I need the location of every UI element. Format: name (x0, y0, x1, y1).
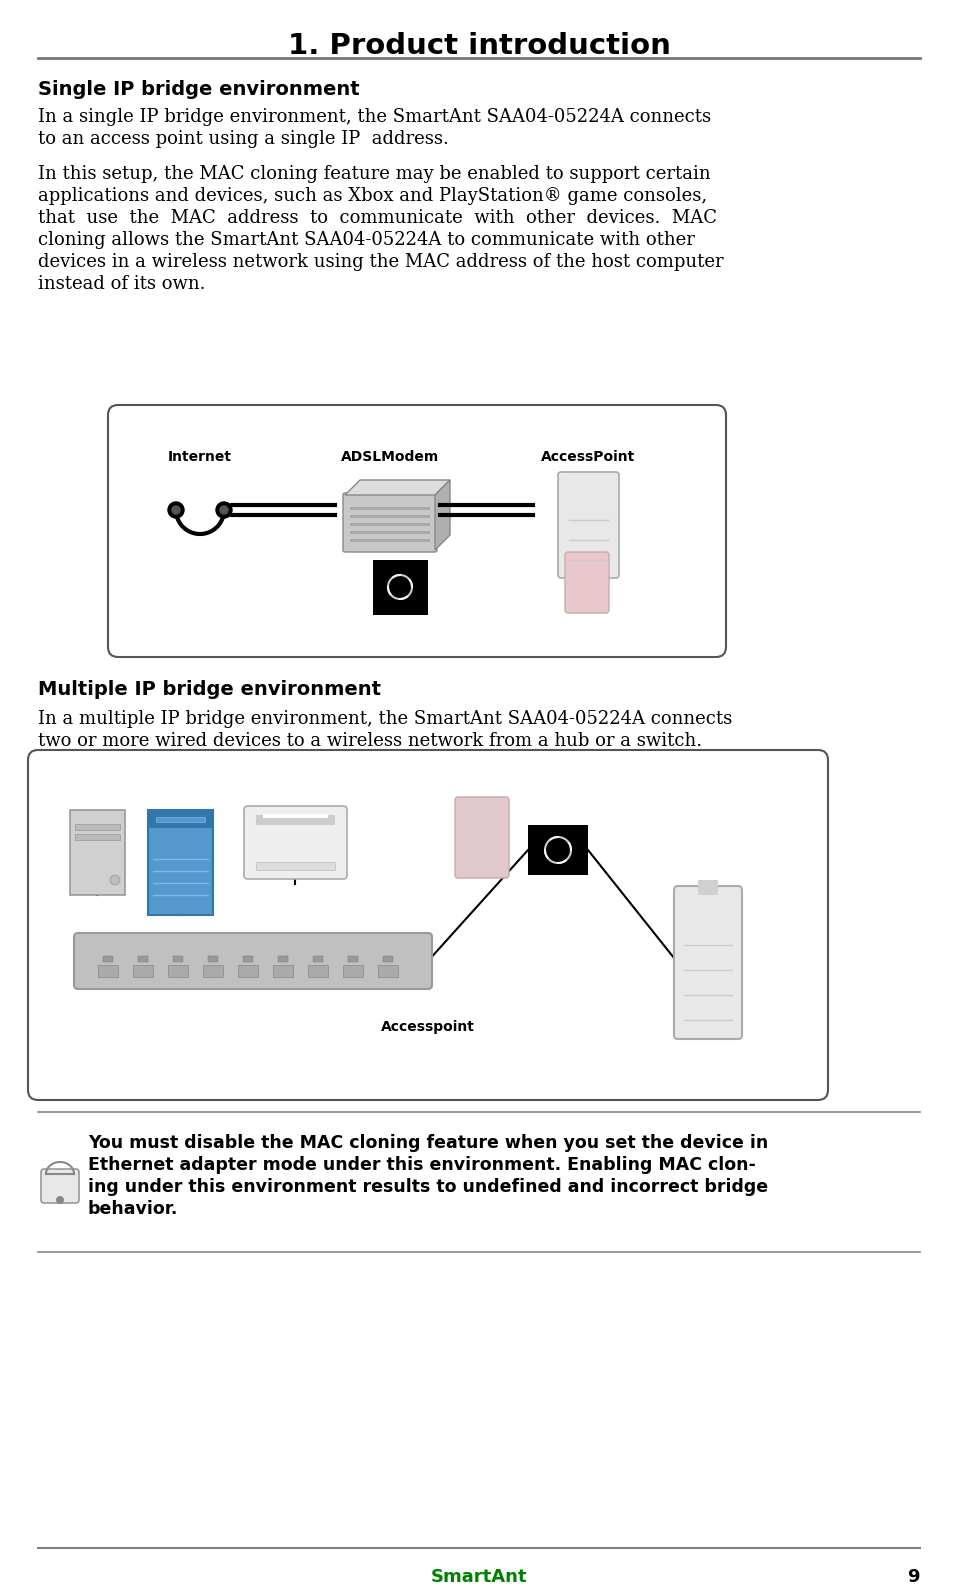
Text: two or more wired devices to a wireless network from a hub or a switch.: two or more wired devices to a wireless … (38, 733, 702, 750)
Bar (350, 507, 430, 510)
Bar (133, 965, 153, 977)
FancyBboxPatch shape (455, 796, 509, 878)
Bar (243, 956, 253, 962)
Text: Ethernet adapter mode under this environment. Enabling MAC clon-: Ethernet adapter mode under this environ… (88, 1157, 756, 1174)
Bar (208, 956, 218, 962)
Bar (273, 965, 293, 977)
Circle shape (220, 507, 228, 515)
Bar (383, 956, 393, 962)
Bar (373, 561, 428, 615)
Bar (698, 879, 718, 895)
Text: ADSLModem: ADSLModem (341, 449, 439, 464)
Text: ing under this environment results to undefined and incorrect bridge: ing under this environment results to un… (88, 1177, 768, 1196)
Bar (256, 862, 335, 870)
Bar (70, 809, 125, 895)
Bar (203, 965, 223, 977)
Polygon shape (345, 479, 450, 495)
Bar (348, 956, 358, 962)
Text: 1. Product introduction: 1. Product introduction (287, 32, 671, 61)
Bar (350, 538, 430, 542)
Bar (156, 817, 205, 822)
Bar (103, 956, 113, 962)
Bar (256, 816, 335, 825)
Bar (75, 824, 120, 830)
Bar (173, 956, 183, 962)
FancyBboxPatch shape (108, 405, 726, 656)
Circle shape (56, 1196, 64, 1204)
Text: SmartAnt: SmartAnt (431, 1568, 527, 1587)
Bar (378, 965, 398, 977)
Bar (238, 965, 258, 977)
Text: 9: 9 (907, 1568, 920, 1587)
Text: Single IP bridge environment: Single IP bridge environment (38, 80, 359, 99)
Bar (350, 515, 430, 518)
Text: You must disable the MAC cloning feature when you set the device in: You must disable the MAC cloning feature… (88, 1134, 768, 1152)
Bar (528, 825, 588, 875)
Bar (313, 956, 323, 962)
FancyBboxPatch shape (558, 472, 619, 578)
Text: In this setup, the MAC cloning feature may be enabled to support certain: In this setup, the MAC cloning feature m… (38, 166, 711, 183)
Bar (308, 965, 328, 977)
Bar (343, 965, 363, 977)
Text: that  use  the  MAC  address  to  communicate  with  other  devices.  MAC: that use the MAC address to communicate … (38, 209, 717, 226)
Text: devices in a wireless network using the MAC address of the host computer: devices in a wireless network using the … (38, 253, 723, 271)
Bar (168, 965, 188, 977)
FancyBboxPatch shape (343, 492, 437, 553)
FancyBboxPatch shape (28, 750, 828, 1101)
Text: Accesspoint: Accesspoint (381, 1020, 475, 1034)
FancyBboxPatch shape (674, 886, 742, 1039)
Bar (148, 809, 213, 828)
Circle shape (216, 502, 232, 518)
Circle shape (168, 502, 184, 518)
FancyBboxPatch shape (565, 553, 609, 613)
Text: Multiple IP bridge environment: Multiple IP bridge environment (38, 680, 381, 699)
Bar (138, 956, 148, 962)
Text: cloning allows the SmartAnt SAA04-05224A to communicate with other: cloning allows the SmartAnt SAA04-05224A… (38, 231, 695, 249)
FancyBboxPatch shape (74, 933, 432, 989)
Bar (75, 835, 120, 840)
Bar (350, 530, 430, 534)
Text: behavior.: behavior. (88, 1200, 178, 1219)
Bar (278, 956, 288, 962)
Text: In a multiple IP bridge environment, the SmartAnt SAA04-05224A connects: In a multiple IP bridge environment, the… (38, 710, 732, 728)
Bar (263, 814, 328, 817)
FancyBboxPatch shape (244, 806, 347, 879)
Circle shape (110, 875, 120, 886)
Text: AccessPoint: AccessPoint (541, 449, 635, 464)
Text: applications and devices, such as Xbox and PlayStation® game consoles,: applications and devices, such as Xbox a… (38, 186, 707, 205)
Bar (98, 965, 118, 977)
Text: In a single IP bridge environment, the SmartAnt SAA04-05224A connects: In a single IP bridge environment, the S… (38, 108, 711, 126)
Bar (148, 809, 213, 914)
Text: instead of its own.: instead of its own. (38, 276, 206, 293)
Text: to an access point using a single IP  address.: to an access point using a single IP add… (38, 131, 449, 148)
Text: Internet: Internet (168, 449, 232, 464)
FancyBboxPatch shape (41, 1169, 79, 1203)
Bar (350, 523, 430, 526)
Polygon shape (435, 479, 450, 550)
Circle shape (172, 507, 180, 515)
